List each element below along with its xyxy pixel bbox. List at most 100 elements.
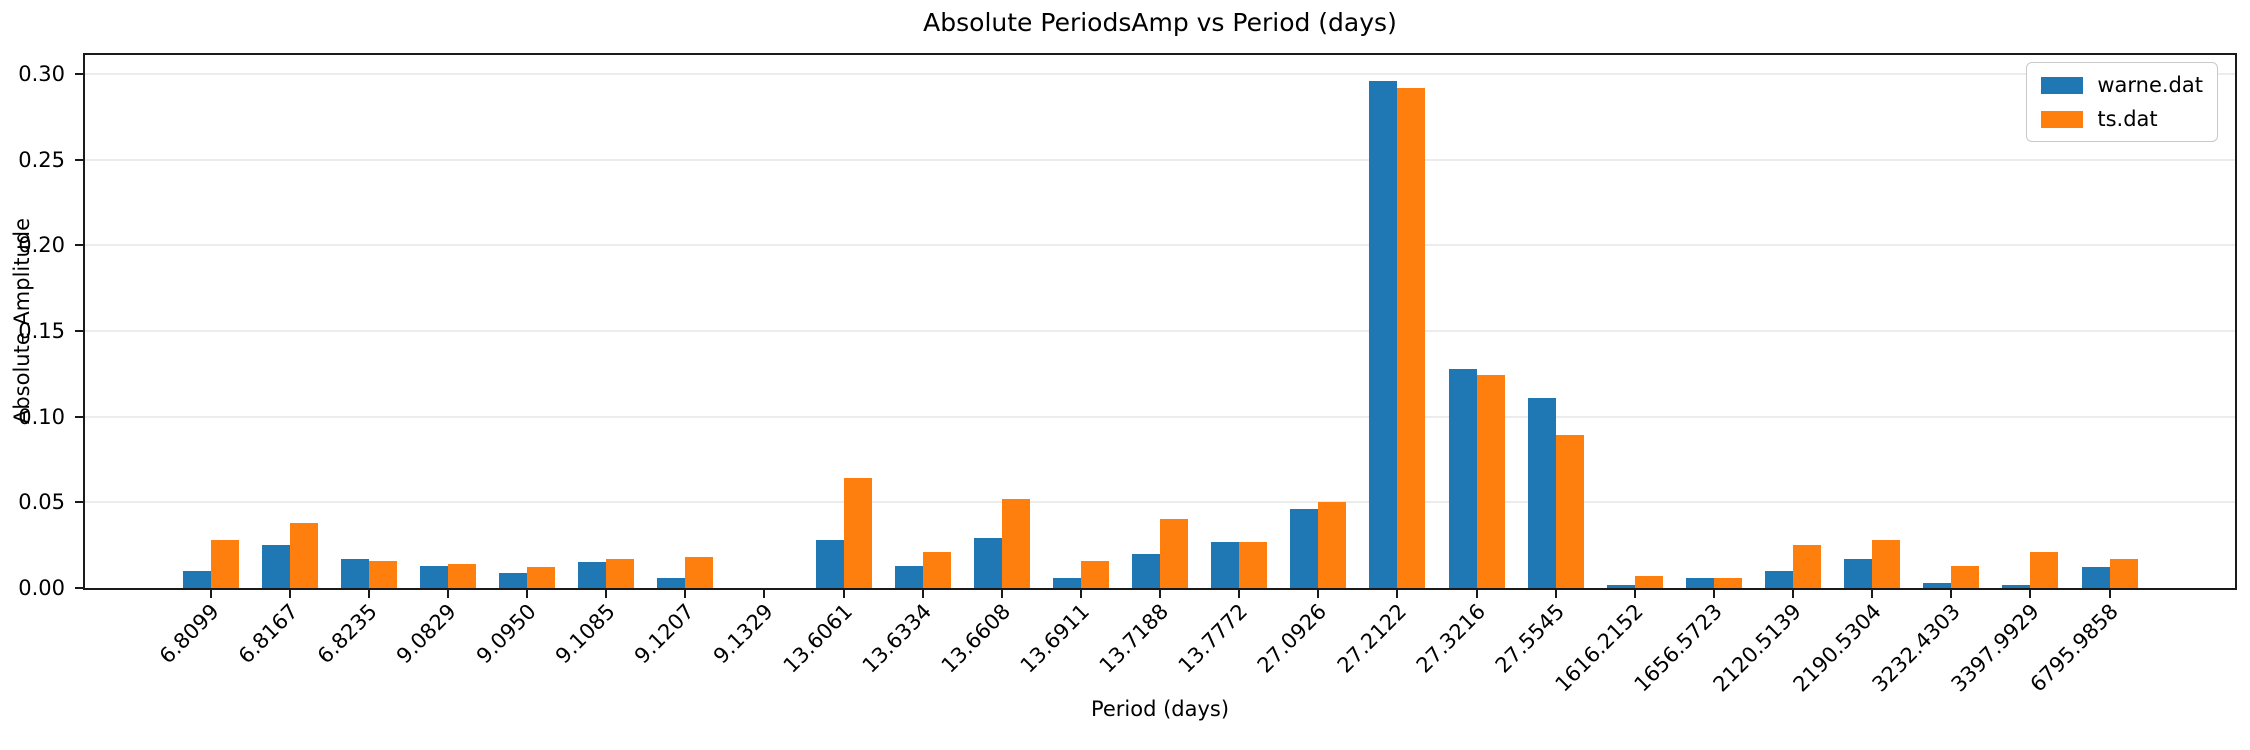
bar-ts.dat-27.0926 xyxy=(1318,502,1347,588)
bar-warne.dat-27.5545 xyxy=(1527,397,1556,588)
y-tick-mark-0.00 xyxy=(75,587,83,589)
legend-item-ts: ts.dat xyxy=(2041,107,2203,131)
x-tick-label: 6.8167 xyxy=(233,599,303,669)
bar-ts.dat-6795.9858 xyxy=(2109,558,2138,588)
x-tick-mark-1656.5723 xyxy=(1712,590,1715,598)
y-tick-mark-0.25 xyxy=(75,158,83,161)
legend-swatch-warne-icon xyxy=(2041,76,2084,94)
x-tick-mark-6.8235 xyxy=(367,590,370,598)
chart-title: Absolute PeriodsAmp vs Period (days) xyxy=(923,8,1397,37)
y-tick-label: 0.20 xyxy=(18,233,65,258)
x-tick-label: 13.6911 xyxy=(1015,599,1095,678)
bar-warne.dat-2190.5304 xyxy=(1844,558,1873,588)
bar-warne.dat-13.6061 xyxy=(815,540,844,588)
gridline-0.20 xyxy=(85,244,2235,247)
bar-ts.dat-6.8235 xyxy=(368,560,397,588)
bar-warne.dat-13.6911 xyxy=(1052,577,1081,588)
x-tick-label: 13.6334 xyxy=(857,599,936,678)
bar-warne.dat-9.0829 xyxy=(419,565,448,588)
bar-warne.dat-13.6608 xyxy=(973,538,1002,588)
bar-ts.dat-6.8099 xyxy=(210,540,239,588)
y-axis-label: Absolute Amplitude xyxy=(10,217,34,425)
x-tick-mark-13.6608 xyxy=(1000,590,1003,598)
bar-warne.dat-2120.5139 xyxy=(1765,570,1793,588)
bar-ts.dat-9.1085 xyxy=(606,558,635,588)
bar-ts.dat-13.7188 xyxy=(1160,519,1188,588)
x-tick-mark-3397.9929 xyxy=(2029,590,2032,598)
bar-warne.dat-6.8167 xyxy=(261,545,290,588)
x-tick-label: 9.1207 xyxy=(629,599,699,669)
y-tick-label: 0.30 xyxy=(18,61,65,86)
bar-ts.dat-27.2122 xyxy=(1397,87,1426,588)
x-tick-mark-9.0950 xyxy=(526,590,528,598)
x-tick-label: 6.8099 xyxy=(154,599,224,669)
gridline-0.25 xyxy=(85,158,2235,161)
bar-ts.dat-1656.5723 xyxy=(1713,577,1742,588)
x-tick-mark-6795.9858 xyxy=(2108,590,2111,598)
x-tick-mark-1616.2152 xyxy=(1633,590,1636,598)
bar-warne.dat-6795.9858 xyxy=(2081,567,2110,588)
y-tick-label: 0.15 xyxy=(18,318,65,343)
x-tick-mark-27.5545 xyxy=(1554,590,1557,598)
bar-warne.dat-6.8099 xyxy=(182,570,211,588)
bar-warne.dat-13.7188 xyxy=(1132,553,1160,588)
x-tick-mark-13.6911 xyxy=(1079,590,1082,598)
y-tick-mark-0.10 xyxy=(75,415,83,418)
gridline-0.10 xyxy=(85,415,2235,418)
bar-ts.dat-2120.5139 xyxy=(1793,545,1821,588)
x-tick-mark-27.3216 xyxy=(1475,590,1478,598)
bar-ts.dat-13.6608 xyxy=(1001,498,1030,588)
y-tick-label: 0.00 xyxy=(18,576,65,600)
y-tick-label: 0.25 xyxy=(18,147,65,172)
x-tick-label: 27.5545 xyxy=(1490,599,1569,678)
bar-warne.dat-6.8235 xyxy=(340,558,369,588)
x-tick-mark-9.0829 xyxy=(446,590,449,598)
y-tick-mark-0.30 xyxy=(75,72,83,75)
bar-warne.dat-27.2122 xyxy=(1369,80,1398,588)
bar-warne.dat-13.7772 xyxy=(1211,541,1240,588)
legend-label-ts: ts.dat xyxy=(2097,107,2158,131)
x-tick-label: 13.6608 xyxy=(936,599,1016,678)
x-tick-mark-9.1329 xyxy=(763,590,766,598)
bar-ts.dat-2190.5304 xyxy=(1872,540,1901,588)
bar-ts.dat-27.3216 xyxy=(1476,375,1505,588)
x-tick-label: 6.8235 xyxy=(313,599,383,669)
bar-warne.dat-27.0926 xyxy=(1290,509,1319,588)
x-tick-label: 27.2122 xyxy=(1332,599,1411,678)
x-tick-label: 27.0926 xyxy=(1253,599,1332,678)
y-tick-label: 0.05 xyxy=(18,490,65,515)
x-tick-mark-9.1207 xyxy=(684,590,687,598)
x-tick-label: 9.1329 xyxy=(708,599,778,669)
plot-area: 0.00 0.05 0.10 0.15 0.20 0.25 0.30 6.8099 6.8167… xyxy=(18,55,2235,697)
x-tick-label: 9.0829 xyxy=(392,599,462,669)
bar-ts.dat-1616.2152 xyxy=(1634,576,1663,588)
x-tick-mark-9.1085 xyxy=(605,590,608,598)
bar-ts.dat-6.8167 xyxy=(289,522,318,588)
x-tick-mark-6.8099 xyxy=(209,590,212,598)
bar-ts.dat-3232.4303 xyxy=(1951,565,1980,588)
legend-item-warne: warne.dat xyxy=(2041,73,2203,97)
bar-warne.dat-3232.4303 xyxy=(1923,582,1952,588)
bar-ts.dat-9.0950 xyxy=(527,567,555,588)
x-tick-label: 13.7772 xyxy=(1174,599,1253,678)
bar-ts.dat-27.5545 xyxy=(1555,435,1584,588)
bar-warne.dat-9.1085 xyxy=(578,562,607,588)
bar-ts.dat-13.6061 xyxy=(843,478,872,588)
x-tick-mark-2190.5304 xyxy=(1871,590,1874,598)
x-tick-mark-13.6061 xyxy=(842,590,845,598)
bar-warne.dat-27.3216 xyxy=(1448,368,1477,588)
bar-ts.dat-9.0829 xyxy=(447,564,476,588)
x-tick-label: 13.6061 xyxy=(778,599,857,678)
x-tick-mark-13.6334 xyxy=(921,590,924,598)
x-tick-label: 13.7188 xyxy=(1094,599,1174,678)
bar-ts.dat-13.7772 xyxy=(1239,541,1268,588)
bar-ts.dat-9.1207 xyxy=(685,557,714,588)
gridline-0.15 xyxy=(85,329,2235,332)
x-tick-mark-13.7188 xyxy=(1159,590,1161,598)
x-tick-mark-27.2122 xyxy=(1396,590,1399,598)
gridline-0.05 xyxy=(85,501,2235,504)
bar-ts.dat-13.6911 xyxy=(1080,560,1109,588)
y-tick-mark-0.20 xyxy=(75,244,83,247)
gridline-0.30 xyxy=(85,72,2235,75)
